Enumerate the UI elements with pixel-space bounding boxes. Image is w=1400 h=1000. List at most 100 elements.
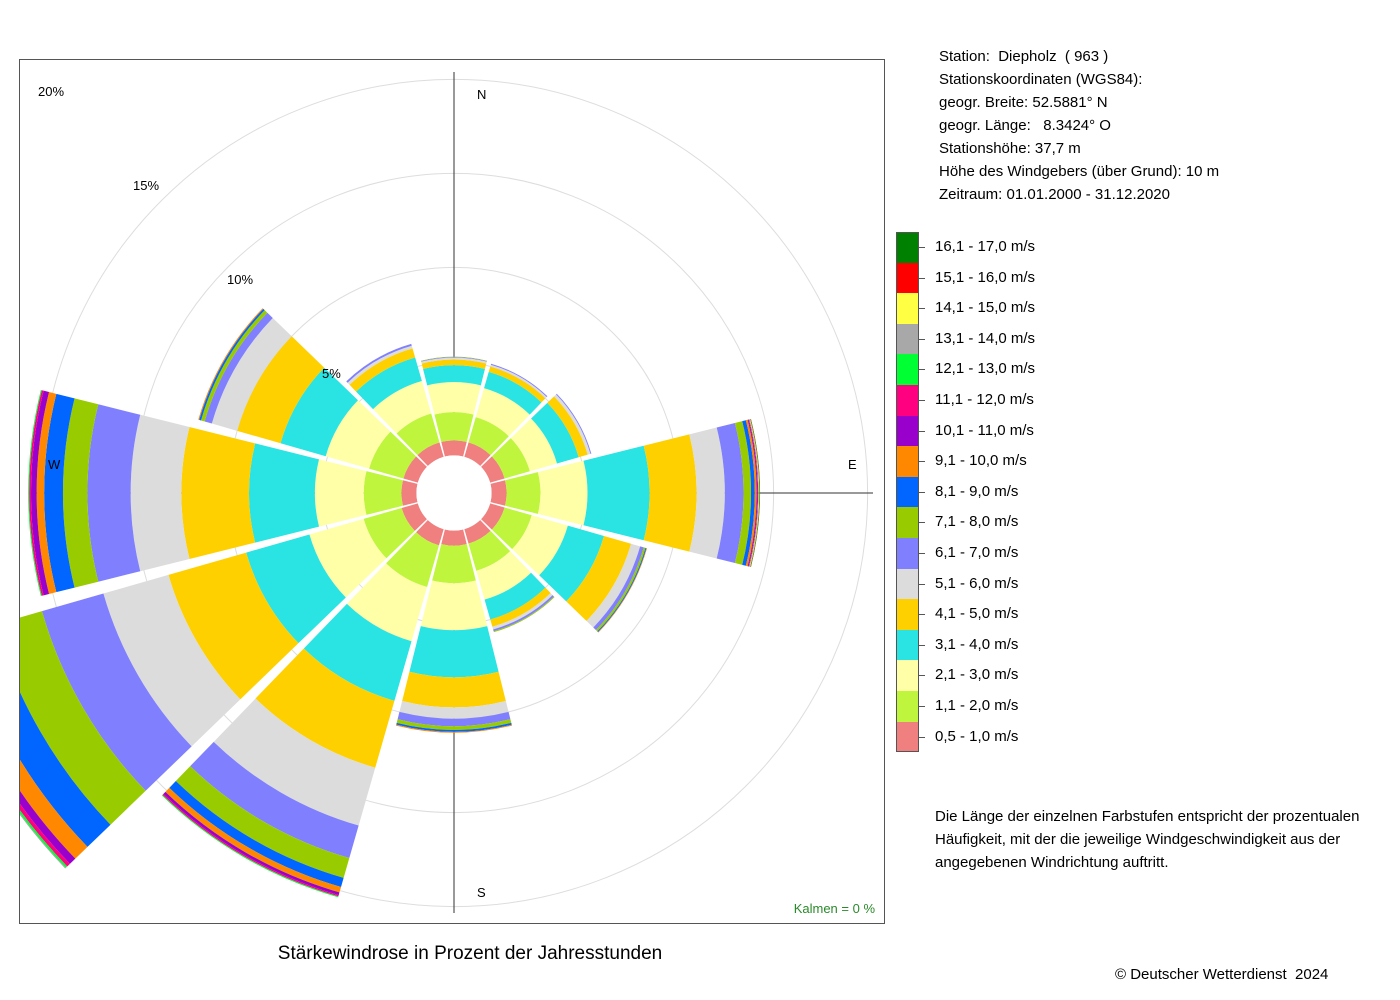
sector-90-band-1	[490, 480, 507, 506]
sector-0-band-7	[421, 357, 487, 362]
sector-90-band-2	[505, 472, 541, 514]
sector-60-band-1	[481, 456, 505, 483]
station-longitude: geogr. Länge: 8.3424° O	[939, 117, 1111, 134]
sector-60-band-4	[531, 402, 579, 464]
legend-tick	[919, 491, 925, 493]
legend-tick	[919, 338, 925, 340]
label-layer: 5% 10% 15% 20% N E S W Kalmen = 0 %	[38, 84, 875, 916]
sector-90-band-10	[745, 419, 757, 567]
station-name: Station: Diepholz ( 963 )	[939, 48, 1109, 65]
sector-330-band-6	[347, 345, 413, 385]
sector-300-band-1	[403, 456, 427, 483]
sector-270-band-7	[87, 404, 141, 582]
legend-label: 6,1 - 7,0 m/s	[935, 543, 1019, 561]
ring-label-5: 5%	[322, 366, 341, 381]
sector-150-band-6	[492, 593, 553, 630]
sector-270-band-4	[249, 443, 320, 543]
legend-tick	[919, 308, 925, 310]
sector-150-band-5	[490, 587, 551, 627]
sector-180-band-1	[441, 529, 467, 546]
legend-swatch	[896, 568, 919, 600]
sector-180-band-3	[420, 580, 488, 631]
station-coords-header: Stationskoordinaten (WGS84):	[939, 71, 1143, 88]
sector-240-band-13	[20, 810, 68, 868]
sector-270-band-10	[36, 392, 57, 594]
sector-270-band-9	[44, 393, 75, 593]
sector-270-band-12	[29, 390, 44, 596]
sector-layer	[20, 308, 761, 898]
legend-label: 12,1 - 13,0 m/s	[935, 360, 1036, 378]
sector-210-band-8	[175, 766, 350, 878]
sector-30-band-2	[468, 417, 509, 456]
sector-60-band-3	[510, 418, 558, 472]
legend-swatch	[896, 721, 919, 753]
sector-270-band-2	[363, 471, 403, 515]
sector-0-band-4	[423, 365, 485, 386]
legend-tick	[919, 399, 925, 401]
legend-swatch	[896, 415, 919, 447]
direction-label-n: N	[477, 87, 486, 102]
sector-330-band-3	[373, 380, 432, 434]
sector-90-band-17	[750, 418, 761, 568]
sector-180-band-8	[396, 719, 512, 730]
center-disc	[416, 455, 492, 531]
sector-120-band-7	[593, 546, 644, 631]
sector-30-band-6	[490, 364, 547, 399]
legend-label: 2,1 - 3,0 m/s	[935, 666, 1019, 684]
sector-330-band-1	[417, 442, 444, 466]
direction-label-s: S	[477, 885, 486, 900]
sector-180-band-10	[396, 724, 512, 733]
legend-tick	[919, 369, 925, 371]
sector-240-band-11	[20, 790, 76, 864]
legend-label: 1,1 - 2,0 m/s	[935, 696, 1019, 714]
sector-210-band-3	[346, 563, 428, 642]
legend-tick	[919, 705, 925, 707]
sector-210-band-2	[386, 532, 439, 587]
sector-180-band-9	[396, 722, 512, 732]
sector-90-band-11	[747, 419, 758, 567]
station-height: Stationshöhe: 37,7 m	[939, 140, 1081, 157]
sector-180-band-6	[399, 700, 509, 719]
sector-60-band-5	[547, 396, 588, 458]
legend-tick	[919, 552, 925, 554]
sector-30-band-3	[475, 388, 530, 437]
sector-240-band-8	[20, 611, 146, 825]
sector-90-band-9	[742, 420, 755, 566]
sector-240-band-6	[103, 574, 241, 747]
legend-label: 13,1 - 14,0 m/s	[935, 329, 1036, 347]
sector-240-band-9	[20, 692, 111, 847]
time-period: Zeitraum: 01.01.2000 - 31.12.2020	[939, 186, 1170, 203]
legend-swatch	[896, 537, 919, 569]
sector-300-band-3	[325, 400, 391, 469]
legend-label: 15,1 - 16,0 m/s	[935, 268, 1036, 286]
legend-label: 5,1 - 6,0 m/s	[935, 574, 1019, 592]
legend-swatch	[896, 232, 919, 263]
wind-rose-plot: 5% 10% 15% 20% N E S W Kalmen = 0 %	[19, 59, 885, 924]
sector-240-band-3	[309, 518, 387, 598]
sector-270-band-8	[62, 398, 99, 588]
sector-270-band-5	[181, 427, 256, 559]
sector-120-band-1	[481, 503, 505, 530]
wind-rose-svg: 5% 10% 15% 20% N E S W Kalmen = 0 %	[20, 72, 875, 916]
legend-swatch	[896, 507, 919, 538]
sector-90-band-4	[583, 445, 650, 541]
sector-90-band-12	[748, 419, 759, 567]
sector-0-band-2	[434, 412, 474, 442]
sector-210-band-5	[255, 648, 395, 768]
direction-label-w: W	[48, 457, 61, 472]
sector-240-band-10	[20, 759, 88, 859]
legend-swatch	[896, 262, 919, 294]
sector-210-band-6	[213, 698, 376, 826]
sector-300-band-5	[237, 336, 325, 444]
sector-330-band-4	[356, 357, 422, 410]
legend-tick	[919, 430, 925, 432]
sector-240-band-7	[41, 593, 192, 791]
sector-270-band-6	[130, 414, 190, 572]
sector-30-band-4	[484, 371, 542, 415]
chart-title: Stärkewindrose in Prozent der Jahresstun…	[277, 943, 663, 964]
sector-300-band-6	[211, 318, 292, 431]
direction-label-e: E	[848, 457, 857, 472]
ring-label-10: 10%	[227, 272, 253, 287]
sector-30-band-5	[488, 366, 546, 403]
sector-240-band-2	[363, 508, 415, 559]
